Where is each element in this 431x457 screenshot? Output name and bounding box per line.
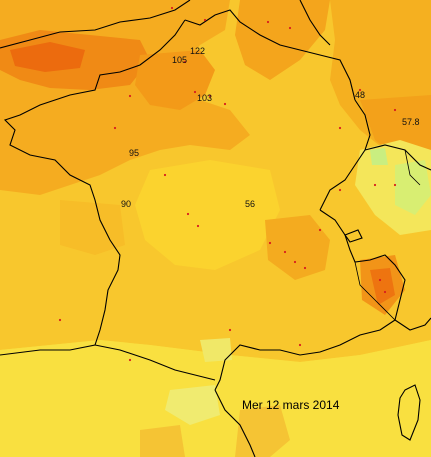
- northern-border: [184, 9, 356, 101]
- station-dot: [373, 183, 377, 187]
- mid-zone-west: [60, 200, 125, 255]
- lowest-zone-switzerland: [395, 160, 431, 215]
- high-zone-paris: [135, 50, 215, 110]
- station-dot: [283, 250, 287, 254]
- date-label: Mer 12 mars 2014: [242, 398, 340, 412]
- mid-zone-centre: [135, 160, 280, 270]
- high-zone-belgium: [235, 0, 330, 80]
- station-dots: [58, 6, 397, 362]
- station-dot: [318, 228, 322, 232]
- station-dot: [193, 90, 197, 94]
- station-dot: [383, 290, 387, 294]
- high-zone-rhone: [265, 215, 330, 280]
- low-zone-languedoc: [200, 338, 232, 362]
- station-dot: [298, 343, 302, 347]
- station-dot: [208, 94, 212, 98]
- station-dot: [113, 126, 117, 130]
- french-atlantic-coast: [0, 19, 186, 356]
- station-dot: [358, 88, 362, 92]
- value-label-paris: 103: [197, 93, 213, 103]
- low-zone-pyrenees: [165, 385, 220, 425]
- station-dot: [163, 173, 167, 177]
- mediterranean-coast: [214, 319, 396, 391]
- value-label-poitou: 90: [121, 199, 132, 209]
- value-label-alsace: 48: [355, 90, 366, 100]
- station-dot: [203, 18, 207, 22]
- station-dot: [128, 358, 132, 362]
- station-dot: [183, 60, 187, 64]
- swiss-canton-border: [404, 149, 421, 186]
- value-label-paris-north: 122: [190, 46, 206, 56]
- lake-geneva: [344, 229, 363, 243]
- value-label-oise: 105: [172, 55, 188, 65]
- swiss-italian-border: [319, 209, 406, 321]
- lowest-zone-jura: [370, 148, 388, 165]
- peak-zone-channel: [10, 42, 85, 72]
- value-label-centre-west: 95: [129, 148, 140, 158]
- alps-border: [354, 261, 396, 321]
- station-dot: [196, 224, 200, 228]
- peak-zone-alps: [370, 268, 395, 305]
- station-dot: [393, 183, 397, 187]
- station-dot: [268, 241, 272, 245]
- station-dot: [288, 26, 292, 30]
- value-label-centre: 56: [245, 199, 256, 209]
- station-dot: [58, 318, 62, 322]
- inner-borders: [354, 149, 421, 321]
- corsica-outline: [397, 384, 421, 441]
- station-dot: [128, 94, 132, 98]
- england-coast: [0, 0, 191, 49]
- station-dot: [338, 188, 342, 192]
- station-dot: [266, 20, 270, 24]
- station-dot: [338, 126, 342, 130]
- rhine-border: [319, 99, 371, 211]
- station-dot: [170, 6, 174, 10]
- belgium-border: [299, 0, 331, 46]
- mid-zone-catalonia: [235, 405, 290, 457]
- station-dot: [303, 266, 307, 270]
- station-dot: [378, 278, 382, 282]
- station-dot: [293, 260, 297, 264]
- pyrenees-border: [94, 344, 216, 381]
- value-label-basel: 57.8: [402, 117, 420, 127]
- station-dot: [223, 102, 227, 106]
- station-dot: [393, 108, 397, 112]
- station-dot: [228, 328, 232, 332]
- spanish-coast: [214, 389, 256, 457]
- station-dot: [186, 212, 190, 216]
- ligurian-coast: [394, 317, 431, 331]
- mid-zone-aragon: [140, 425, 185, 457]
